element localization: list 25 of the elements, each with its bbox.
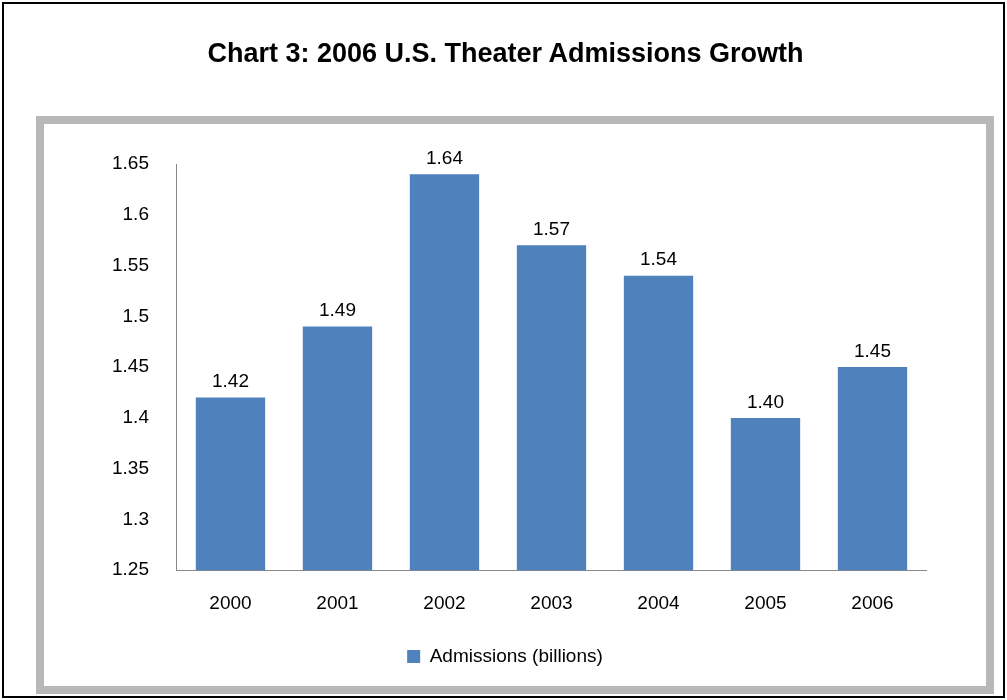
- data-label: 1.57: [533, 217, 570, 239]
- data-label: 1.49: [318, 299, 356, 321]
- y-tick-label: 1.4: [122, 406, 150, 428]
- data-label: 1.45: [854, 339, 891, 361]
- y-tick-label: 1.6: [122, 203, 149, 225]
- x-tick-label: 2006: [851, 591, 894, 613]
- y-tick-label: 1.45: [112, 355, 149, 377]
- x-tick-label: 2000: [209, 591, 252, 613]
- data-label: 1.54: [640, 248, 678, 270]
- y-tick-label: 1.55: [112, 253, 149, 275]
- y-tick-label: 1.3: [122, 507, 149, 529]
- legend-label: Admissions (billions): [429, 644, 603, 666]
- y-tick-label: 1.25: [112, 558, 149, 580]
- data-label: 1.40: [747, 390, 784, 412]
- x-tick-label: 2002: [423, 591, 466, 613]
- data-label: 1.64: [425, 146, 464, 168]
- y-tick-label: 1.65: [112, 152, 149, 174]
- x-tick-label: 2001: [316, 591, 359, 613]
- y-tick-label: 1.5: [122, 304, 149, 326]
- x-tick-label: 2003: [530, 591, 573, 613]
- x-tick-label: 2005: [744, 591, 787, 613]
- y-tick-label: 1.35: [112, 456, 149, 478]
- chart-title: Chart 3: 2006 U.S. Theater Admissions Growth: [206, 38, 805, 69]
- x-tick-label: 2004: [637, 591, 681, 613]
- data-label: 1.42: [211, 370, 249, 392]
